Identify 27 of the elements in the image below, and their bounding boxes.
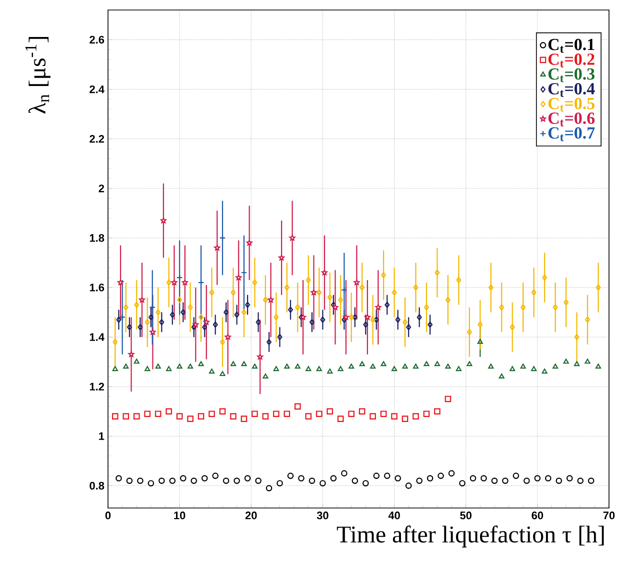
y-tick-label: 2.4 — [90, 85, 104, 94]
legend-label: C$_{t}$=0.5 — [548, 98, 594, 112]
x-tick-label: 0 — [105, 512, 111, 520]
x-tick-label: 60 — [532, 512, 544, 520]
x-tick-label: 10 — [174, 512, 186, 520]
legend-label: C$_{t}$=0.2 — [548, 54, 594, 68]
x-tick-label: 20 — [245, 512, 257, 520]
x-tick-label: 70 — [603, 512, 615, 520]
legend-label: C$_{t}$=0.3 — [548, 68, 595, 82]
y-tick-label: 2.6 — [90, 36, 104, 44]
x-tick-label: 40 — [388, 512, 400, 520]
y-tick-label: 2.2 — [90, 135, 104, 143]
y-tick-label: 1.2 — [90, 382, 104, 390]
legend-label: C$_{t}$=0.6 — [548, 112, 595, 126]
legend-label: C$_{t}$=0.7 — [548, 127, 595, 142]
y-axis-title: λ$_{n}$ [μs$^{-1}$] — [25, 37, 50, 114]
legend-label: C$_{t}$=0.4 — [548, 83, 595, 97]
legend-label: C$_{t}$=0.1 — [548, 38, 594, 53]
y-tick-label: 0.8 — [90, 482, 104, 490]
x-tick-label: 50 — [460, 512, 472, 520]
x-axis-title: Time after liquefaction τ [h] — [336, 526, 604, 548]
x-tick-label: 30 — [316, 512, 328, 520]
y-tick-label: 1.4 — [90, 333, 104, 341]
y-tick-label: 2 — [98, 184, 104, 192]
y-tick-label: 1.6 — [90, 284, 104, 292]
y-tick-label: 1.8 — [90, 234, 104, 242]
y-tick-label: 1 — [99, 432, 104, 440]
